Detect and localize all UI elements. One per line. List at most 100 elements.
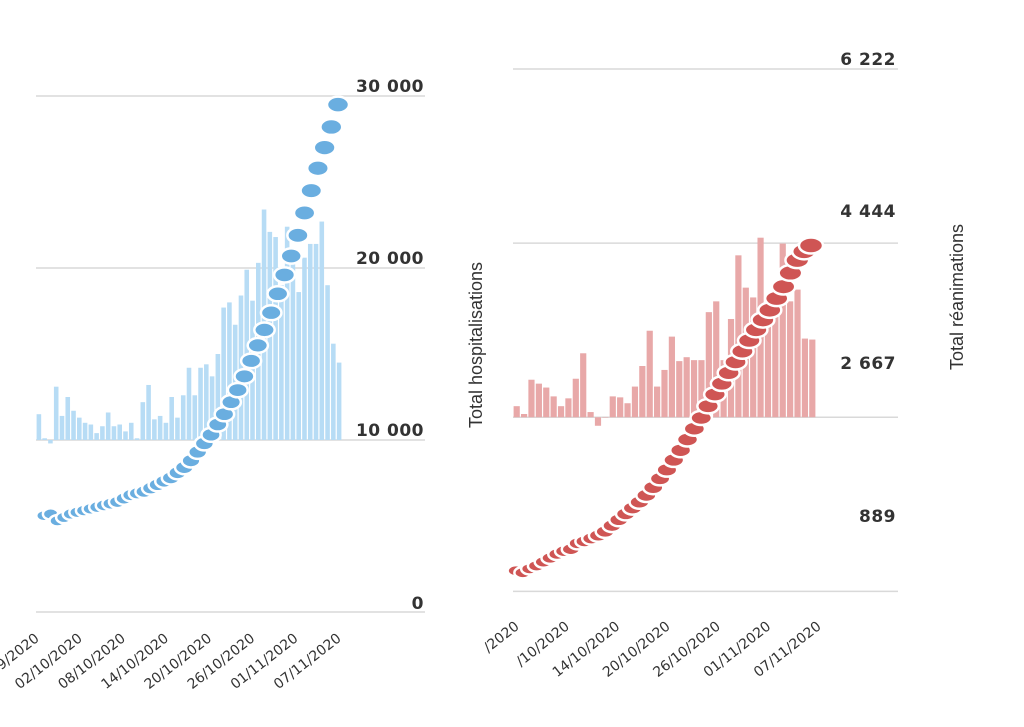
left-marker-35 xyxy=(266,285,290,303)
left-bar-15 xyxy=(123,431,128,440)
right-bar-12 xyxy=(602,416,609,418)
left-marker-34 xyxy=(259,304,283,322)
right-marker-43 xyxy=(797,236,825,255)
right-bar-34 xyxy=(764,324,772,418)
right-bar-38 xyxy=(794,289,801,418)
left-bar-41 xyxy=(273,237,278,440)
right-bar-1 xyxy=(520,414,528,418)
right-bar-2 xyxy=(528,379,535,418)
right-bar-18 xyxy=(646,330,653,418)
left-marker-31 xyxy=(239,352,263,370)
left-marker-29 xyxy=(226,381,249,399)
left-marker-42 xyxy=(312,138,337,157)
left-marker-series xyxy=(35,95,351,528)
left-y-tick-20000: 20 000 xyxy=(356,249,424,269)
left-y-tick-10000: 10 000 xyxy=(356,421,424,441)
right-bar-3 xyxy=(535,383,542,418)
left-bar-47 xyxy=(307,243,313,440)
left-bar-0 xyxy=(36,414,42,440)
right-bar-4 xyxy=(543,387,550,418)
right-bar-26 xyxy=(705,312,712,418)
right-bar-24 xyxy=(690,360,698,418)
right-bar-15 xyxy=(624,403,631,418)
right-bar-23 xyxy=(683,357,690,418)
left-y-tick-0: 0 xyxy=(412,594,424,614)
left-bar-10 xyxy=(94,433,99,440)
left-marker-37 xyxy=(279,247,303,265)
left-y-tick-30000: 30 000 xyxy=(356,77,424,97)
left-bar-27 xyxy=(192,395,198,440)
right-bar-9 xyxy=(580,353,587,418)
left-marker-32 xyxy=(246,336,270,354)
left-marker-40 xyxy=(299,181,324,200)
left-bar-33 xyxy=(227,302,232,440)
left-bar-29 xyxy=(204,364,209,440)
left-bar-12 xyxy=(105,412,111,440)
left-bar-18 xyxy=(140,402,146,440)
left-bar-24 xyxy=(175,417,180,440)
left-marker-36 xyxy=(272,266,297,284)
right-y-axis-title: Total réanimations xyxy=(947,224,967,370)
right-bar-27 xyxy=(713,301,720,418)
left-marker-30 xyxy=(233,367,256,385)
right-bar-0 xyxy=(513,406,520,418)
left-bar-35 xyxy=(238,295,244,440)
left-bar-45 xyxy=(296,292,301,440)
right-y-tick-4444: 4 444 xyxy=(840,202,896,222)
left-bar-51 xyxy=(331,343,336,440)
right-bar-40 xyxy=(809,339,816,418)
left-marker-39 xyxy=(292,203,317,222)
right-bar-25 xyxy=(698,360,705,418)
right-bar-19 xyxy=(654,386,661,418)
left-bar-11 xyxy=(100,426,105,440)
left-bar-22 xyxy=(163,422,169,440)
right-x-tick-labels: /2020/10/202014/10/202020/10/202026/10/2… xyxy=(481,619,825,681)
left-marker-44 xyxy=(325,95,351,114)
left-bar-26 xyxy=(186,367,192,440)
left-bar-52 xyxy=(336,362,342,440)
left-bar-46 xyxy=(302,257,307,440)
left-y-tick-labels: 30 000 20 000 10 000 0 xyxy=(356,77,424,614)
right-bar-14 xyxy=(617,397,624,418)
left-bar-17 xyxy=(134,438,140,440)
right-bar-series xyxy=(513,237,816,426)
left-bar-43 xyxy=(284,226,290,440)
left-y-axis-title: Total hospitalisations xyxy=(466,262,486,428)
right-marker-series xyxy=(506,236,825,580)
left-bar-25 xyxy=(180,395,186,440)
left-bar-14 xyxy=(117,424,123,440)
left-bar-49 xyxy=(319,221,325,440)
left-bar-9 xyxy=(88,424,94,440)
right-bar-36 xyxy=(779,243,786,418)
right-bar-7 xyxy=(565,398,572,418)
right-bar-21 xyxy=(668,336,675,418)
left-bar-42 xyxy=(279,285,284,440)
left-marker-33 xyxy=(253,321,276,339)
left-bar-5 xyxy=(65,397,71,440)
left-bar-44 xyxy=(290,250,296,440)
right-bar-32 xyxy=(750,297,757,418)
left-bar-1 xyxy=(42,438,47,440)
left-x-tick-labels: 26/09/202002/10/202008/10/202014/10/2020… xyxy=(0,631,344,693)
right-bar-10 xyxy=(587,412,594,418)
right-bar-8 xyxy=(572,378,579,418)
right-bar-5 xyxy=(550,396,557,418)
left-marker-43 xyxy=(319,117,344,137)
right-bar-39 xyxy=(801,338,809,418)
left-bar-3 xyxy=(53,386,59,440)
right-y-tick-2667: 2 667 xyxy=(840,354,896,374)
left-bar-20 xyxy=(152,419,157,440)
left-bar-13 xyxy=(111,426,117,440)
left-marker-41 xyxy=(305,159,330,178)
right-bar-11 xyxy=(594,417,602,426)
left-bar-16 xyxy=(128,422,134,440)
left-bar-8 xyxy=(82,422,88,440)
right-bar-22 xyxy=(676,361,683,418)
right-bar-13 xyxy=(609,396,616,418)
right-bar-6 xyxy=(557,406,565,418)
left-bar-31 xyxy=(215,354,221,440)
left-bar-50 xyxy=(325,285,330,440)
left-bar-6 xyxy=(71,410,76,440)
right-bar-16 xyxy=(631,386,639,418)
